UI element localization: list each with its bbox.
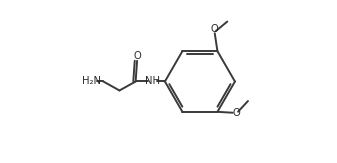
Text: H₂N: H₂N: [82, 76, 101, 87]
Text: NH: NH: [145, 76, 160, 87]
Text: O: O: [133, 51, 141, 61]
Text: O: O: [210, 24, 218, 34]
Text: O: O: [233, 108, 241, 118]
